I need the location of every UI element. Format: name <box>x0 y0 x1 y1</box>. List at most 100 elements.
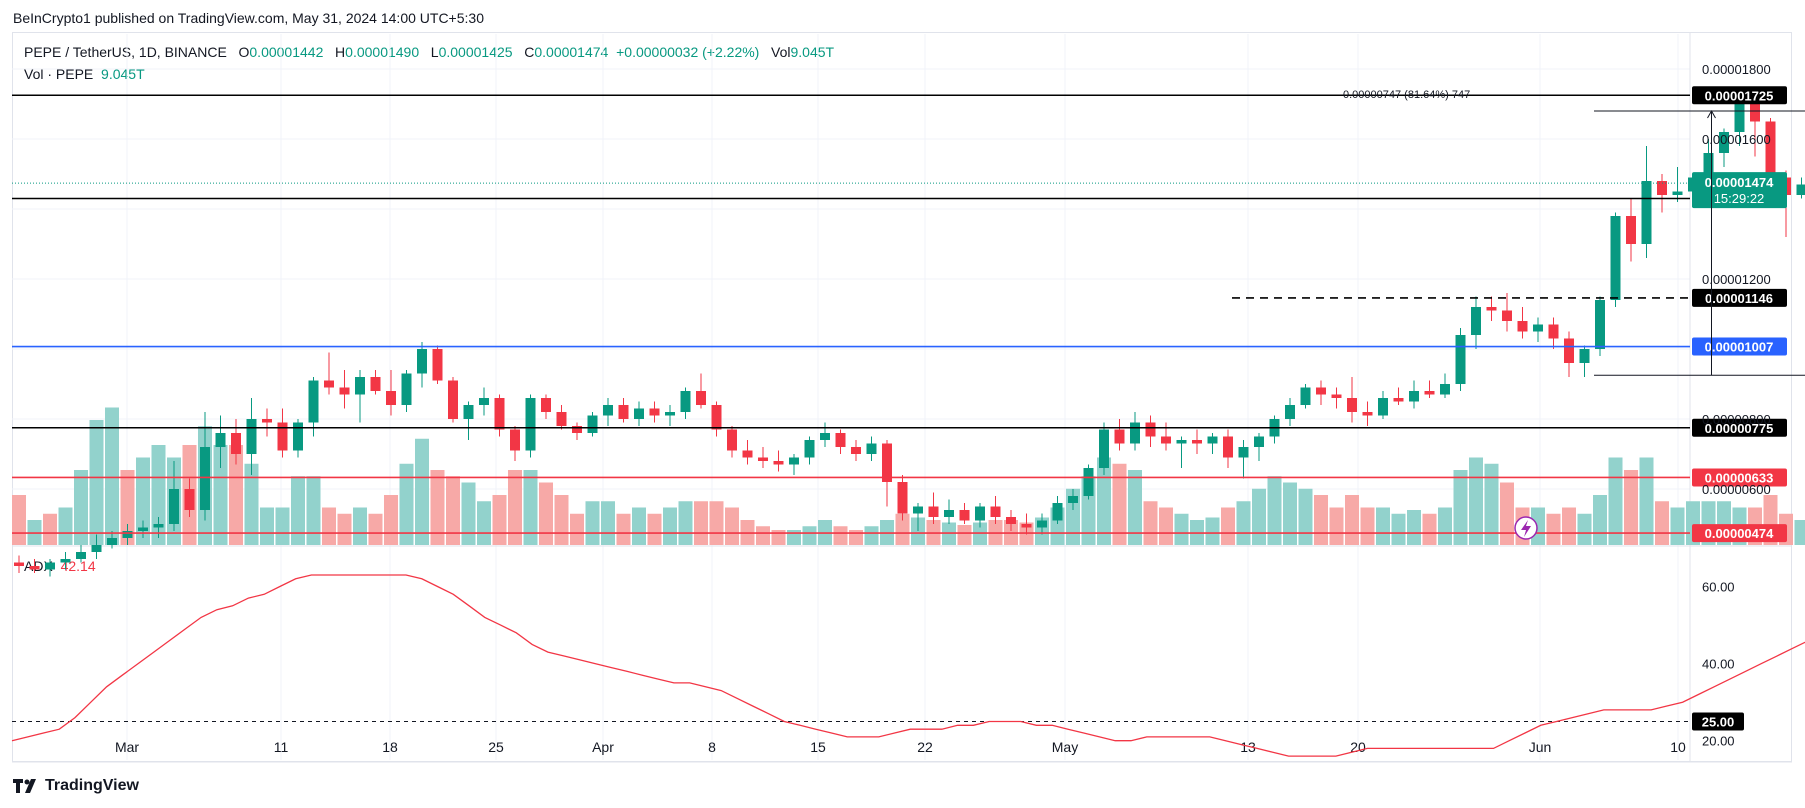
volume-bar <box>1314 495 1328 545</box>
candle-body <box>138 527 148 531</box>
price-level-label: 0.00000633 <box>1705 470 1774 485</box>
volume-bar <box>585 501 600 545</box>
volume-bar <box>663 507 677 545</box>
candle-body <box>1703 153 1714 178</box>
volume-bar <box>1376 507 1390 545</box>
close-label: C <box>524 44 535 60</box>
current-price-tag <box>1692 172 1787 209</box>
candle-body <box>1610 216 1621 300</box>
candle-body <box>1006 517 1016 524</box>
candle-body <box>758 457 768 461</box>
volume-bar <box>911 517 925 545</box>
candle-body <box>1114 429 1125 444</box>
candle-body <box>1052 503 1063 521</box>
candle-body <box>1176 440 1187 444</box>
volume-bar <box>306 476 321 545</box>
candle-body <box>711 405 722 430</box>
volume-bar <box>1283 482 1297 545</box>
candle-body <box>820 433 830 440</box>
time-tick-label: May <box>1052 739 1078 755</box>
volume-bar <box>864 526 879 545</box>
candle-body <box>789 457 799 465</box>
volume-legend[interactable]: Vol · PEPE 9.045T <box>24 66 145 82</box>
volume-bar <box>1143 501 1158 545</box>
price-tick-label: 0.00001600 <box>1702 132 1771 147</box>
price-tick-label: 0.00000600 <box>1702 482 1771 497</box>
volume-bar <box>477 501 491 545</box>
candle-body <box>882 443 892 482</box>
volume-bar <box>616 513 631 545</box>
candle-body <box>1285 405 1295 419</box>
volume-bar <box>957 525 972 545</box>
candle-body <box>1657 181 1667 195</box>
volume-bar <box>291 476 305 545</box>
candle-body <box>107 538 117 545</box>
candle-body <box>804 440 815 458</box>
candle-body <box>1021 524 1032 528</box>
candle-body <box>184 489 195 510</box>
volume-bar <box>895 513 910 545</box>
price-tick-label: 0.00000800 <box>1702 412 1771 427</box>
candle-body <box>1347 398 1357 412</box>
volume-bar <box>1298 488 1313 545</box>
volume-bar <box>461 482 476 545</box>
time-tick-label: 22 <box>917 739 933 755</box>
volume-series-label: Vol · PEPE <box>24 66 94 82</box>
high-value: 0.00001490 <box>345 44 420 60</box>
adx-threshold-label: 25.00 <box>1702 714 1735 729</box>
candle-body <box>742 450 753 458</box>
candle-body <box>1626 216 1636 244</box>
volume-bar <box>229 445 243 545</box>
candle-body <box>1579 349 1590 363</box>
volume-bar <box>399 463 414 545</box>
candle-body <box>1533 324 1543 332</box>
symbol-title[interactable]: PEPE / TetherUS, 1D, BINANCE <box>24 44 227 60</box>
candle-body <box>525 398 536 451</box>
volume-bar <box>275 507 290 545</box>
price-level-label: 0.00000474 <box>1705 526 1774 541</box>
volume-bar <box>1608 457 1623 545</box>
time-tick-label: 25 <box>488 739 504 755</box>
volume-bar <box>1794 520 1805 545</box>
candle-body <box>1455 335 1466 384</box>
tradingview-logo-icon <box>13 779 36 793</box>
footer-brand: TradingView <box>13 777 139 795</box>
volume-bar <box>1624 470 1638 545</box>
candle-body <box>1378 398 1388 416</box>
volume-bar <box>1484 463 1499 545</box>
candle-body <box>153 524 164 528</box>
volume-bar <box>1128 470 1142 545</box>
vol-label: Vol <box>771 44 791 60</box>
volume-bar <box>1112 463 1127 545</box>
candle-body <box>417 349 427 374</box>
volume-bar <box>1469 457 1483 545</box>
time-tick-label: Jun <box>1529 739 1552 755</box>
volume-bar <box>694 501 708 545</box>
volume-bar <box>1593 495 1607 545</box>
candle-body <box>1362 412 1373 416</box>
candle-body <box>122 531 133 538</box>
volume-bar <box>570 513 584 545</box>
candle-body <box>1796 184 1805 195</box>
candle-body <box>215 433 226 447</box>
volume-bar <box>647 513 662 545</box>
candle-body <box>680 391 691 412</box>
candle-body <box>76 552 86 559</box>
volume-bar <box>151 445 166 545</box>
price-level-tag <box>1692 418 1787 437</box>
volume-bar <box>554 495 569 545</box>
volume-bar <box>446 476 460 545</box>
candle-body <box>897 482 908 514</box>
candle-body <box>1083 468 1094 496</box>
time-tick-label: 10 <box>1670 739 1686 755</box>
volume-bar <box>244 463 259 545</box>
volume-bar <box>1345 495 1359 545</box>
candle-body <box>1502 310 1512 321</box>
low-value: 0.00001425 <box>438 44 513 60</box>
candle-body <box>1316 387 1326 395</box>
volume-bar <box>849 530 863 545</box>
measure-label: 0.00000747 (81.64%) 747 <box>1343 89 1470 101</box>
candle-body <box>866 443 877 454</box>
volume-bar <box>1407 510 1421 545</box>
